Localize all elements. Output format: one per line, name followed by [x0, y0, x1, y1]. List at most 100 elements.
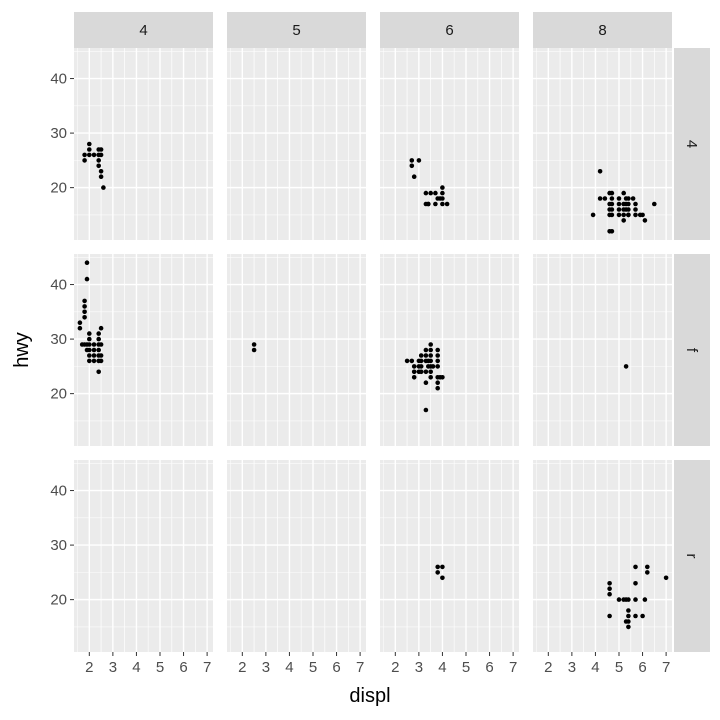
data-point — [428, 375, 434, 380]
data-point — [418, 358, 424, 364]
col-strip-label: 6 — [445, 22, 453, 39]
data-point — [418, 369, 424, 375]
data-point — [98, 342, 104, 347]
y-tick-label: 20 — [50, 180, 67, 197]
data-point — [428, 353, 434, 358]
data-point — [428, 347, 434, 353]
data-point — [440, 375, 445, 380]
data-point — [642, 597, 648, 602]
data-point — [428, 190, 434, 196]
data-point — [616, 212, 622, 218]
panel-r-4 — [74, 460, 213, 652]
x-tick-label: 6 — [179, 659, 187, 676]
y-tick-label: 30 — [50, 537, 67, 554]
data-point — [633, 207, 638, 212]
data-point — [82, 304, 87, 309]
data-point — [91, 152, 97, 158]
data-point — [87, 152, 92, 158]
panel-f-6 — [380, 254, 519, 446]
data-point — [82, 152, 87, 158]
data-point — [101, 185, 106, 190]
data-point — [87, 358, 92, 364]
col-strip-label: 4 — [139, 22, 147, 39]
x-tick-label: 4 — [438, 659, 446, 676]
data-point — [423, 407, 429, 413]
data-point — [645, 564, 650, 570]
data-point — [440, 190, 445, 196]
data-point — [87, 141, 92, 147]
data-point — [642, 218, 648, 223]
data-point — [433, 201, 438, 207]
y-axis-title: hwy — [11, 332, 33, 368]
data-point — [91, 342, 97, 347]
x-tick-label: 3 — [109, 659, 117, 676]
data-point — [607, 586, 612, 591]
data-point — [435, 353, 441, 358]
data-point — [435, 364, 441, 369]
x-tick-label: 6 — [332, 659, 340, 676]
panel-background — [380, 460, 519, 652]
y-tick-label: 20 — [50, 386, 67, 403]
data-point — [423, 347, 429, 353]
data-point — [98, 353, 104, 358]
data-point — [430, 364, 436, 369]
x-tick-label: 7 — [203, 659, 211, 676]
panel-background — [227, 460, 366, 652]
data-point — [623, 196, 629, 201]
data-point — [440, 196, 445, 201]
x-axis-title: displ — [349, 685, 390, 707]
data-point — [597, 169, 603, 174]
panel-4-8 — [533, 48, 672, 240]
data-point — [416, 158, 422, 163]
row-strip-label: 4 — [683, 140, 700, 148]
panel-background — [74, 48, 213, 240]
data-point — [633, 613, 638, 619]
data-point — [404, 358, 410, 364]
data-point — [87, 353, 92, 358]
panel-r-8 — [533, 460, 672, 652]
panel-background — [380, 254, 519, 446]
data-point — [435, 385, 441, 391]
data-point — [597, 196, 603, 201]
row-strip — [674, 460, 710, 652]
x-tick-label: 2 — [391, 659, 399, 676]
data-point — [96, 336, 101, 342]
data-point — [626, 608, 631, 613]
data-points — [77, 141, 669, 630]
data-point — [626, 207, 631, 212]
panel-4-4 — [74, 48, 213, 240]
x-tick-label: 3 — [415, 659, 423, 676]
data-point — [607, 581, 612, 586]
x-tick-label: 3 — [262, 659, 270, 676]
data-point — [428, 342, 434, 347]
data-point — [609, 212, 615, 218]
data-point — [663, 575, 669, 581]
panel-4-5 — [227, 48, 366, 240]
data-point — [428, 358, 434, 364]
data-point — [416, 364, 422, 369]
data-point — [623, 619, 629, 624]
data-point — [433, 190, 438, 196]
x-tick-label: 4 — [132, 659, 140, 676]
data-point — [652, 201, 657, 207]
col-strip — [227, 12, 366, 48]
data-point — [423, 369, 429, 375]
data-point — [609, 201, 615, 207]
data-point — [645, 570, 650, 575]
data-point — [630, 196, 636, 201]
data-point — [96, 331, 101, 336]
panel-r-6 — [380, 460, 519, 652]
data-point — [409, 163, 415, 169]
data-point — [84, 260, 90, 266]
data-point — [82, 298, 87, 304]
col-strip — [533, 12, 672, 48]
data-point — [426, 201, 431, 207]
data-point — [77, 325, 83, 331]
facet-strips: 4 5 6 8 4 f r — [74, 12, 710, 652]
data-point — [82, 315, 87, 320]
data-point — [435, 564, 441, 570]
x-tick-label: 5 — [309, 659, 317, 676]
data-point — [98, 174, 104, 179]
data-point — [435, 570, 441, 575]
